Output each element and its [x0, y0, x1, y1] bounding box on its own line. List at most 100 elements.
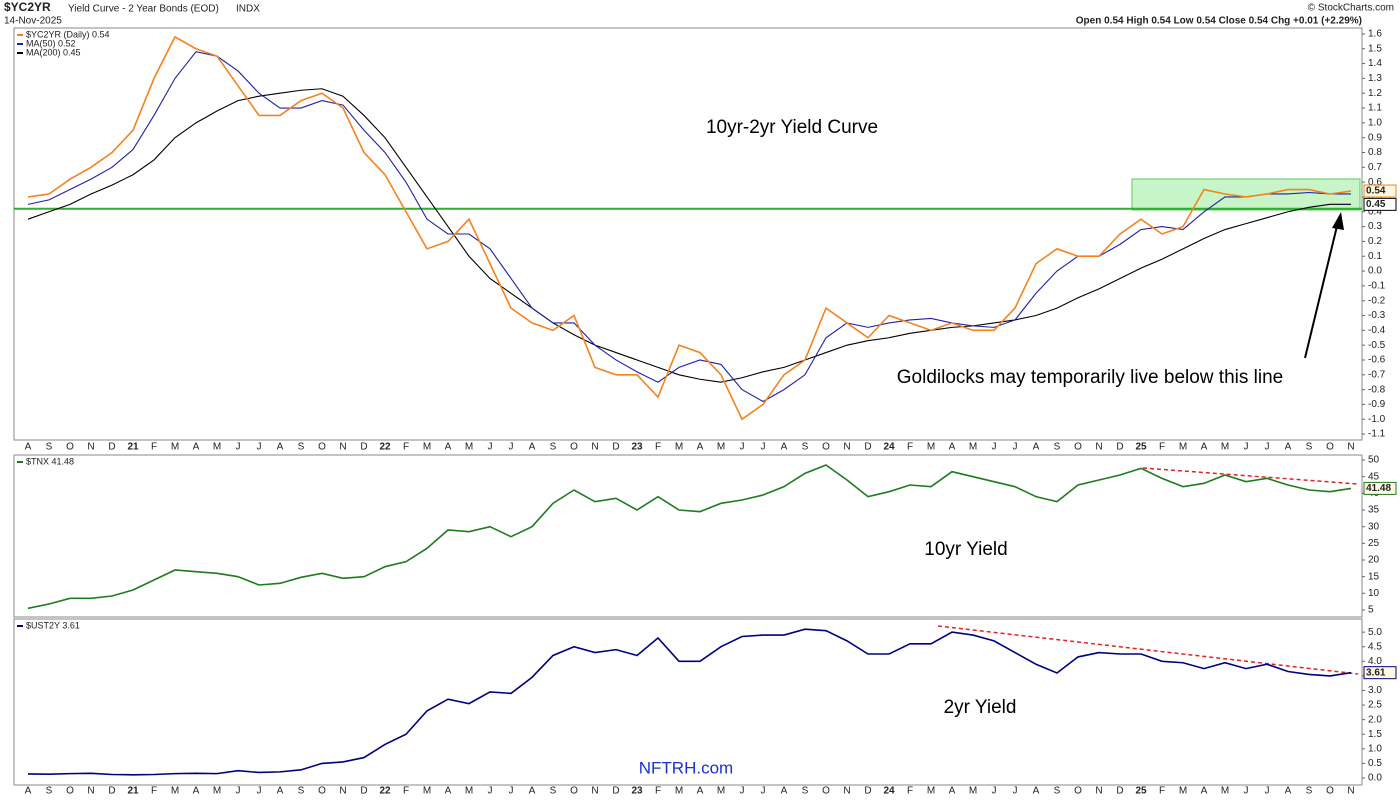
- y-tick-label: 5.0: [1368, 627, 1382, 638]
- x-tick-label: S: [298, 786, 305, 797]
- x-tick-label: M: [213, 442, 221, 453]
- x-tick-label: J: [1244, 442, 1249, 453]
- x-tick-label: D: [108, 786, 115, 797]
- x-tick-label: J: [761, 786, 766, 797]
- copyright: © StockCharts.com: [1308, 3, 1394, 14]
- x-tick-label: D: [360, 442, 367, 453]
- y-tick-label: 1.5: [1368, 729, 1382, 740]
- x-tick-label: J: [1244, 786, 1249, 797]
- x-tick-label: D: [360, 786, 367, 797]
- y-tick-label: 35: [1368, 505, 1380, 516]
- x-tick-label: A: [25, 442, 32, 453]
- series-line: [27, 88, 1351, 383]
- x-tick-label: M: [1179, 442, 1187, 453]
- x-tick-label: S: [550, 442, 557, 453]
- x-tick-label: J: [488, 442, 493, 453]
- x-tick-label: F: [907, 442, 913, 453]
- x-tick-label: J: [257, 786, 262, 797]
- x-tick-label: O: [66, 786, 74, 797]
- x-tick-label: A: [277, 786, 284, 797]
- y-tick-label: 1.4: [1368, 58, 1382, 69]
- annotation: 2yr Yield: [944, 697, 1017, 718]
- x-tick-label: M: [969, 442, 977, 453]
- x-tick-label: S: [1054, 786, 1061, 797]
- x-tick-label: M: [927, 442, 935, 453]
- y-tick-label: 45: [1368, 471, 1380, 482]
- x-tick-label: J: [740, 786, 745, 797]
- x-tick-label: J: [1265, 786, 1270, 797]
- y-tick-label: 0.3: [1368, 221, 1382, 232]
- x-tick-label: M: [675, 442, 683, 453]
- series-line: [27, 464, 1352, 610]
- annotation: 10yr-2yr Yield Curve: [706, 117, 878, 138]
- x-tick-label: M: [423, 442, 431, 453]
- x-tick-label: A: [949, 442, 956, 453]
- legend-entry: MA(200) 0.45: [26, 47, 81, 57]
- panel-frame: [13, 618, 1363, 786]
- x-tick-label: A: [781, 442, 788, 453]
- x-tick-label: O: [1074, 442, 1082, 453]
- x-tick-label: A: [1285, 786, 1292, 797]
- x-tick-label: 23: [631, 786, 643, 797]
- x-tick-label: A: [277, 442, 284, 453]
- x-tick-label: D: [1116, 786, 1123, 797]
- x-tick-label: 25: [1135, 786, 1147, 797]
- x-tick-label: S: [1306, 786, 1313, 797]
- arrow: [1304, 221, 1339, 359]
- x-tick-label: O: [570, 442, 578, 453]
- x-tick-label: F: [1159, 442, 1165, 453]
- quote: Open 0.54 High 0.54 Low 0.54 Close 0.54 …: [1076, 16, 1362, 27]
- x-tick-label: 24: [883, 442, 895, 453]
- x-tick-label: N: [1095, 442, 1102, 453]
- y-tick-label: 1.0: [1368, 743, 1382, 754]
- x-tick-label: O: [1326, 786, 1334, 797]
- y-tick-label: -0.7: [1368, 369, 1386, 380]
- x-tick-label: A: [1285, 442, 1292, 453]
- price-tag-label: 3.61: [1366, 667, 1386, 678]
- x-tick-label: D: [1116, 442, 1123, 453]
- x-tick-label: A: [1201, 786, 1208, 797]
- x-tick-label: M: [423, 786, 431, 797]
- x-tick-label: F: [655, 786, 661, 797]
- y-tick-label: 1.1: [1368, 103, 1382, 114]
- x-tick-label: F: [151, 786, 157, 797]
- x-tick-label: O: [570, 786, 578, 797]
- price-tag-label: 41.48: [1366, 483, 1391, 494]
- y-tick-label: -0.8: [1368, 384, 1386, 395]
- y-tick-label: 0.7: [1368, 162, 1382, 173]
- x-tick-label: D: [108, 442, 115, 453]
- x-tick-label: 24: [883, 786, 895, 797]
- price-tag: [1363, 666, 1397, 680]
- x-tick-label: O: [1074, 786, 1082, 797]
- x-tick-label: N: [1095, 786, 1102, 797]
- x-tick-label: O: [822, 786, 830, 797]
- x-tick-label: A: [697, 786, 704, 797]
- y-tick-label: 5: [1368, 605, 1374, 616]
- x-tick-label: N: [339, 442, 346, 453]
- x-tick-label: A: [193, 442, 200, 453]
- y-tick-label: 0.0: [1368, 266, 1382, 277]
- x-tick-label: 22: [379, 786, 391, 797]
- y-tick-label: 0.1: [1368, 251, 1382, 262]
- y-tick-label: 3.0: [1368, 685, 1382, 696]
- legend-entry: $YC2YR (Daily) 0.54: [26, 29, 110, 39]
- y-tick-label: 10: [1368, 588, 1380, 599]
- x-tick-label: M: [213, 786, 221, 797]
- x-tick-label: S: [1306, 442, 1313, 453]
- x-tick-label: O: [318, 786, 326, 797]
- x-tick-label: S: [46, 786, 53, 797]
- x-tick-label: J: [1013, 786, 1018, 797]
- x-tick-label: M: [465, 442, 473, 453]
- x-tick-label: J: [509, 442, 514, 453]
- y-tick-label: 1.5: [1368, 43, 1382, 54]
- x-tick-label: D: [612, 786, 619, 797]
- date: 14-Nov-2025: [4, 16, 62, 27]
- x-tick-label: S: [550, 786, 557, 797]
- x-tick-label: J: [257, 442, 262, 453]
- x-tick-label: M: [927, 786, 935, 797]
- x-tick-label: J: [761, 442, 766, 453]
- x-tick-label: F: [655, 442, 661, 453]
- y-tick-label: -0.3: [1368, 310, 1386, 321]
- y-tick-label: -0.1: [1368, 281, 1386, 292]
